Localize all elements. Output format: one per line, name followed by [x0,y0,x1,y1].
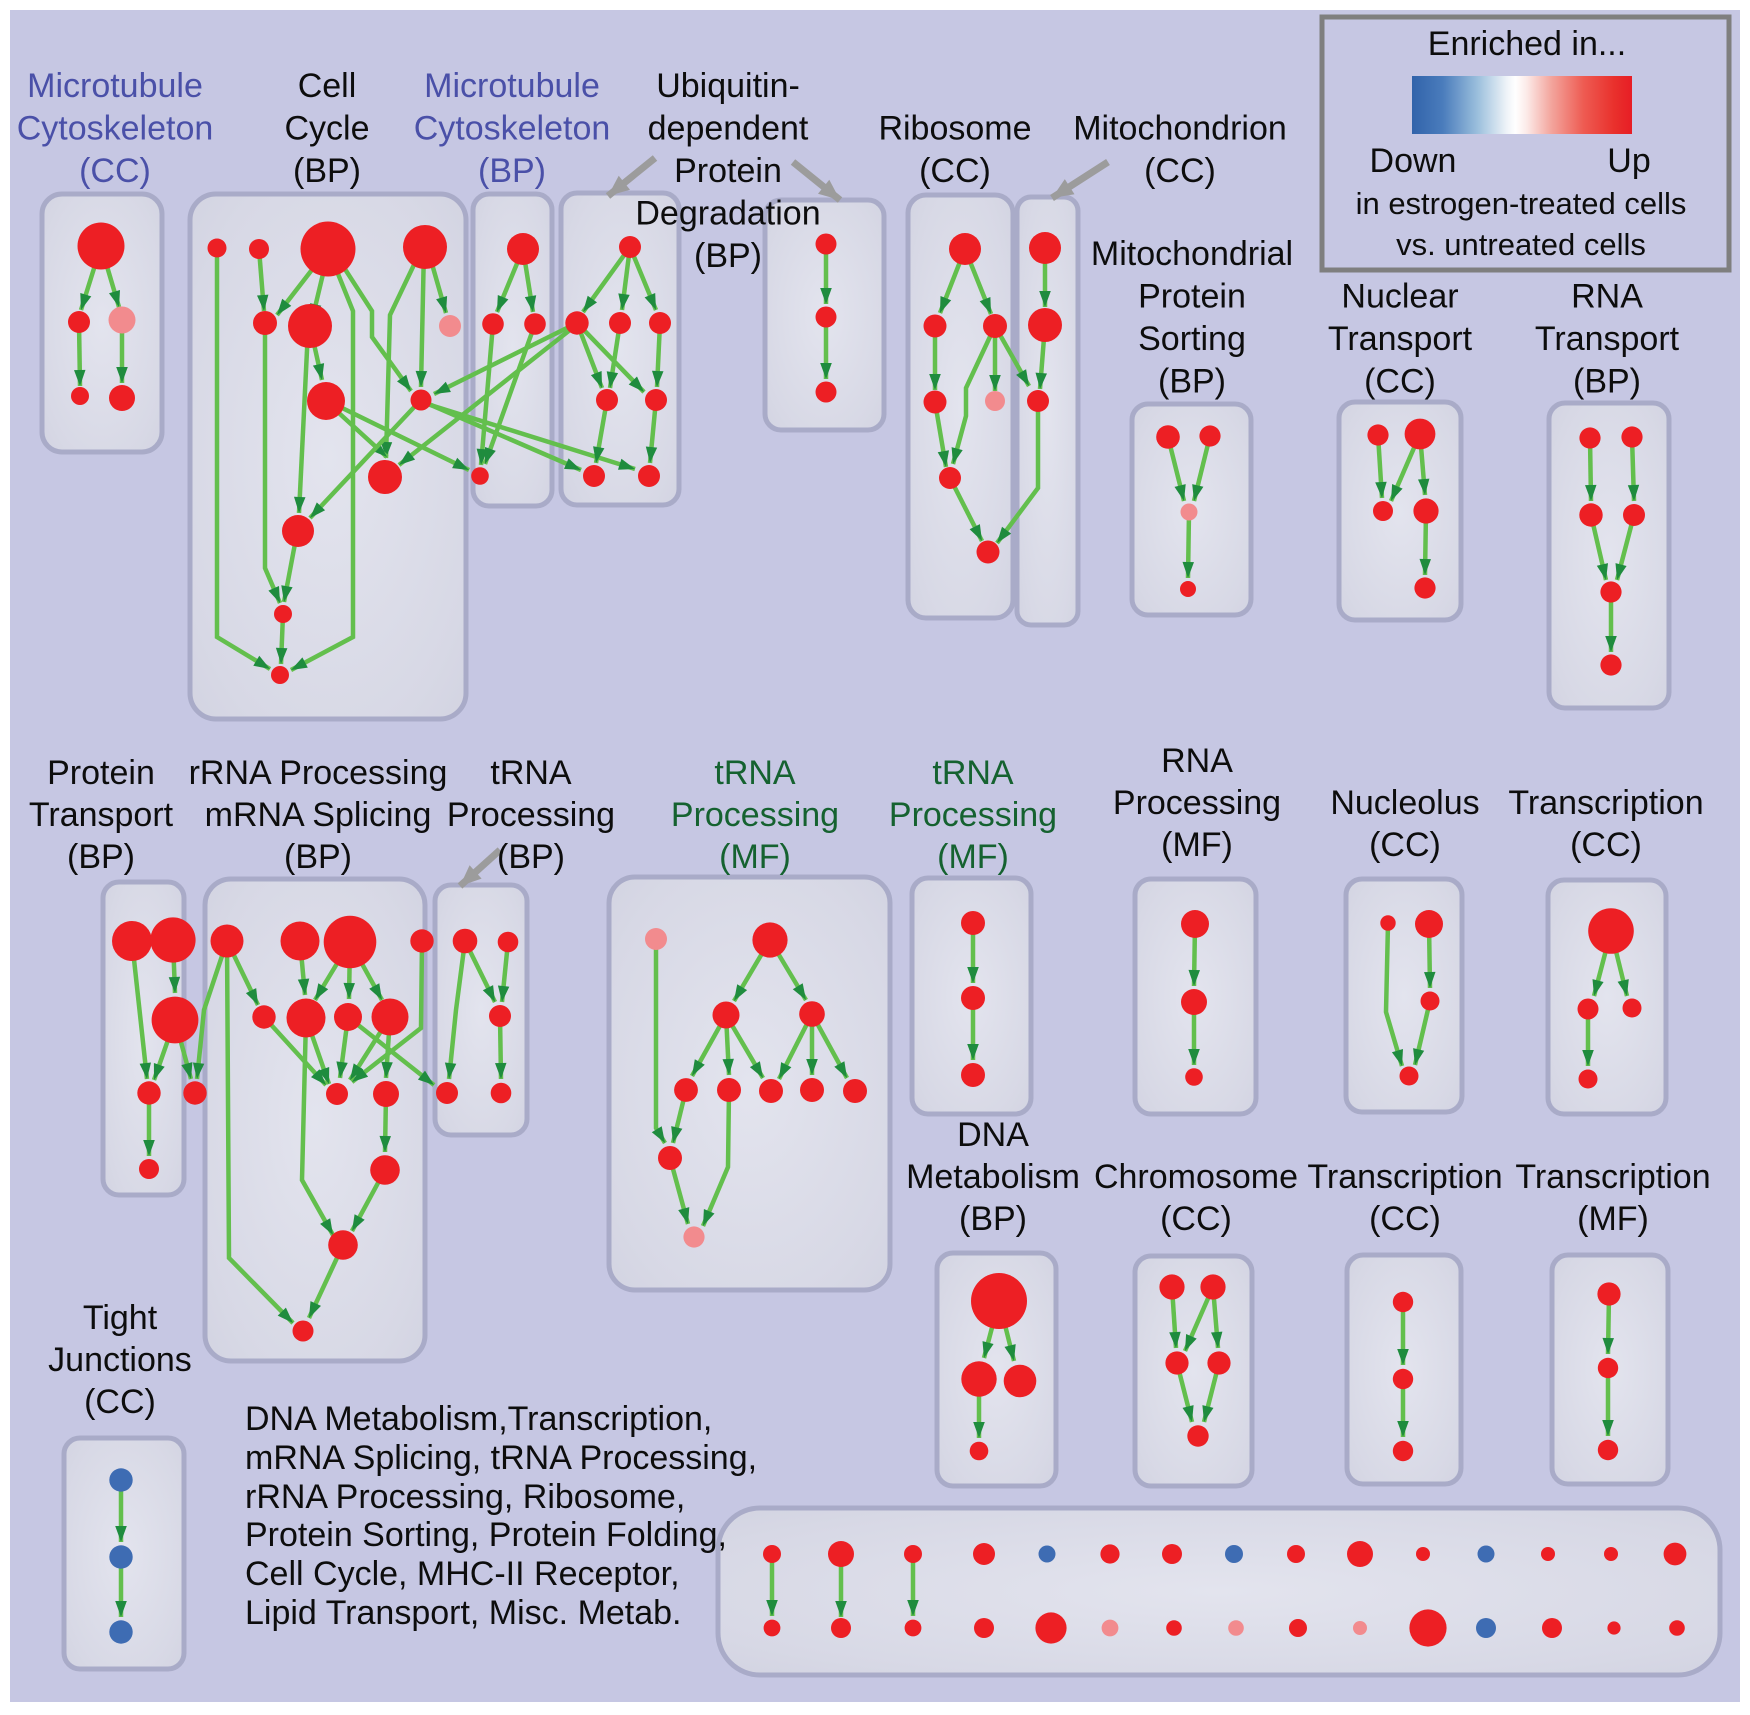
svg-text:(CC): (CC) [79,152,151,190]
svg-text:tRNA: tRNA [714,754,796,792]
svg-text:tRNA: tRNA [490,754,572,792]
svg-text:(BP): (BP) [67,838,135,876]
svg-text:Junctions: Junctions [48,1341,192,1379]
svg-text:(CC): (CC) [1369,826,1441,864]
svg-text:Protein: Protein [47,754,155,792]
svg-text:(BP): (BP) [959,1200,1027,1238]
svg-text:RNA: RNA [1161,742,1233,780]
svg-text:(BP): (BP) [694,237,762,275]
svg-text:mRNA Splicing: mRNA Splicing [205,796,432,834]
svg-text:Down: Down [1370,142,1457,180]
svg-text:(BP): (BP) [1573,363,1641,401]
svg-text:(MF): (MF) [1161,826,1233,864]
svg-text:DNA Metabolism,Transcription,: DNA Metabolism,Transcription, [245,1400,712,1438]
svg-text:Microtubule: Microtubule [27,67,203,105]
svg-text:(BP): (BP) [497,838,565,876]
svg-text:Cycle: Cycle [284,110,369,148]
svg-text:DNA: DNA [957,1116,1029,1154]
svg-text:Metabolism: Metabolism [906,1158,1080,1196]
svg-text:rRNA Processing, Ribosome,: rRNA Processing, Ribosome, [245,1478,685,1516]
svg-text:(BP): (BP) [284,838,352,876]
svg-text:Transcription: Transcription [1515,1158,1710,1196]
svg-text:Nuclear: Nuclear [1341,278,1458,316]
svg-text:Processing: Processing [1113,784,1281,822]
svg-text:Transcription: Transcription [1508,784,1703,822]
svg-text:Cytoskeleton: Cytoskeleton [17,110,214,148]
svg-text:Degradation: Degradation [635,195,820,233]
svg-text:Nucleolus: Nucleolus [1330,784,1479,822]
svg-text:(BP): (BP) [1158,363,1226,401]
svg-text:rRNA Processing: rRNA Processing [189,754,448,792]
svg-text:(BP): (BP) [293,152,361,190]
svg-text:Cell Cycle, MHC-II Receptor,: Cell Cycle, MHC-II Receptor, [245,1555,680,1593]
svg-text:Protein Sorting, Protein Foldi: Protein Sorting, Protein Folding, [245,1516,727,1554]
svg-text:Chromosome: Chromosome [1094,1158,1298,1196]
svg-text:Ribosome: Ribosome [878,110,1031,148]
svg-text:Processing: Processing [889,796,1057,834]
svg-text:Sorting: Sorting [1138,320,1246,358]
svg-text:(CC): (CC) [1160,1200,1232,1238]
svg-text:Mitochondrion: Mitochondrion [1073,110,1287,148]
svg-text:(MF): (MF) [719,838,791,876]
svg-text:(CC): (CC) [1570,826,1642,864]
svg-text:in estrogen-treated cells: in estrogen-treated cells [1356,186,1687,221]
svg-text:(CC): (CC) [1369,1200,1441,1238]
svg-text:RNA: RNA [1571,278,1643,316]
svg-text:Processing: Processing [447,796,615,834]
svg-text:vs. untreated cells: vs. untreated cells [1396,227,1646,262]
svg-text:Tight: Tight [83,1299,158,1337]
svg-text:Microtubule: Microtubule [424,67,600,105]
svg-text:Processing: Processing [671,796,839,834]
svg-text:mRNA Splicing, tRNA Processing: mRNA Splicing, tRNA Processing, [245,1439,757,1477]
svg-text:Transport: Transport [1328,320,1473,358]
svg-text:Transport: Transport [29,796,174,834]
svg-text:Ubiquitin-: Ubiquitin- [656,67,800,105]
svg-text:Transport: Transport [1535,320,1680,358]
svg-text:(BP): (BP) [478,152,546,190]
svg-text:Lipid Transport, Misc. Metab.: Lipid Transport, Misc. Metab. [245,1594,682,1632]
svg-text:Protein: Protein [1138,278,1246,316]
svg-text:(CC): (CC) [1144,152,1216,190]
svg-text:(CC): (CC) [84,1383,156,1421]
svg-text:Mitochondrial: Mitochondrial [1091,235,1293,273]
svg-text:Cytoskeleton: Cytoskeleton [414,110,611,148]
svg-text:(CC): (CC) [1364,363,1436,401]
svg-text:Up: Up [1607,142,1650,180]
svg-text:(MF): (MF) [937,838,1009,876]
svg-text:Transcription: Transcription [1307,1158,1502,1196]
svg-text:dependent: dependent [648,110,809,148]
svg-text:Cell: Cell [298,67,357,105]
svg-text:(MF): (MF) [1577,1200,1649,1238]
svg-text:Enriched in...: Enriched in... [1428,25,1626,63]
svg-text:(CC): (CC) [919,152,991,190]
svg-text:Protein: Protein [674,152,782,190]
svg-text:tRNA: tRNA [932,754,1014,792]
